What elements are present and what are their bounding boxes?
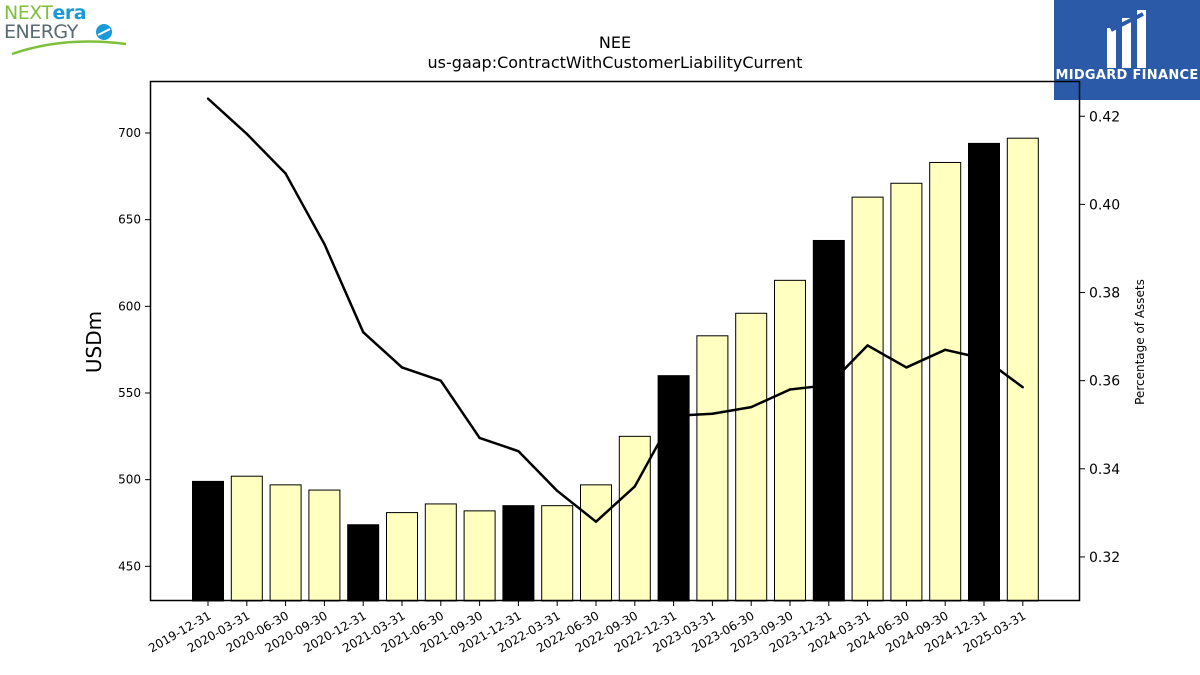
y-tick-label: 550 <box>118 386 141 400</box>
y2-tick-label: 0.40 <box>1089 197 1120 213</box>
bar-2022-12-31 <box>657 375 690 602</box>
bar-2021-06-30 <box>424 503 457 602</box>
bar-2019-12-31 <box>192 480 224 602</box>
plot-frame <box>149 80 1081 602</box>
line-point-2021-03-31 <box>400 366 404 369</box>
logo-next-text: NEXT <box>4 2 53 24</box>
chart-title: NEE <box>599 33 631 52</box>
line-point-2024-12-31 <box>982 357 986 360</box>
bar-2021-09-30 <box>463 510 496 602</box>
y-tick-label: 500 <box>118 473 141 487</box>
bar-2020-12-31 <box>347 524 380 602</box>
bar-2024-06-30 <box>890 182 923 602</box>
bar-2022-06-30 <box>580 484 612 602</box>
y2-tick-label: 0.32 <box>1089 550 1120 566</box>
line-point-2019-12-31 <box>206 97 210 100</box>
percentage-of-assets-line <box>207 97 1024 523</box>
y-tick-label: 450 <box>118 559 141 573</box>
line-point-2021-09-30 <box>478 436 481 440</box>
line-point-2023-06-30 <box>750 405 753 409</box>
line-point-2024-09-30 <box>944 348 947 352</box>
line-point-2022-12-31 <box>672 414 675 418</box>
y2-tick-label: 0.38 <box>1089 286 1120 302</box>
y-tick-label: 700 <box>118 126 141 140</box>
line-point-2023-03-31 <box>711 412 714 415</box>
line-point-2022-06-30 <box>594 520 598 523</box>
line-point-2025-03-31 <box>1021 386 1024 389</box>
line-point-2020-06-30 <box>284 172 287 175</box>
bar-2020-06-30 <box>269 484 302 602</box>
y-axis-label: USDm <box>82 311 106 373</box>
bar-2022-03-31 <box>541 505 574 602</box>
bar-2024-03-31 <box>851 196 884 602</box>
bar-2023-12-31 <box>812 239 845 602</box>
line-point-2020-09-30 <box>323 242 326 246</box>
bar-2023-03-31 <box>696 335 729 602</box>
line-point-2024-06-30 <box>905 366 908 369</box>
bar-2020-09-30 <box>308 489 341 602</box>
y-tick-label: 650 <box>118 213 141 227</box>
line-point-2023-09-30 <box>788 388 792 391</box>
bar-2021-12-31 <box>502 505 535 602</box>
line-point-2024-03-31 <box>866 344 869 347</box>
nextera-energy-logo: NEXTera ENERGY <box>4 2 134 60</box>
line-point-2021-12-31 <box>517 449 520 453</box>
bar-2022-09-30 <box>618 435 651 602</box>
logo-energy-text: ENERGY <box>4 21 78 43</box>
line-point-2020-03-31 <box>245 132 248 136</box>
logo-era-text: era <box>52 2 87 24</box>
midgard-wordmark: MIDGARD FINANCE <box>1055 68 1199 83</box>
chart-subtitle: us-gaap:ContractWithCustomerLiabilityCur… <box>428 53 803 72</box>
y2-axis-label: Percentage of Assets <box>1133 279 1147 405</box>
line-point-2022-03-31 <box>556 489 559 493</box>
bar-2020-03-31 <box>230 475 263 602</box>
line-point-2023-12-31 <box>827 383 830 387</box>
y2-tick-label: 0.42 <box>1089 109 1120 125</box>
y-tick-label: 600 <box>118 299 141 313</box>
midgard-finance-logo: MIDGARD FINANCE <box>1054 0 1200 100</box>
bar-2024-12-31 <box>968 142 1000 602</box>
y2-tick-label: 0.34 <box>1089 462 1120 478</box>
bar-2023-06-30 <box>735 312 768 602</box>
line-point-2021-06-30 <box>439 379 442 382</box>
bar-2021-03-31 <box>386 512 418 602</box>
bar-2025-03-31 <box>1006 137 1039 602</box>
bar-2023-09-30 <box>774 279 806 602</box>
midgard-emblem-icon <box>1107 10 1146 68</box>
line-point-2020-12-31 <box>362 330 365 334</box>
line-point-2022-09-30 <box>633 485 636 488</box>
logo-swoosh-icon <box>11 24 127 56</box>
bar-2024-09-30 <box>929 161 962 602</box>
y2-tick-label: 0.36 <box>1089 374 1120 390</box>
